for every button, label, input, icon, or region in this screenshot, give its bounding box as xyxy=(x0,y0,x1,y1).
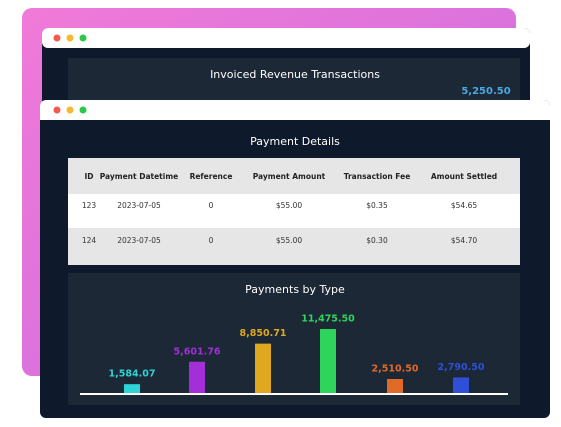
table-cell: $0.30 xyxy=(366,236,388,245)
chart-title: Payments by Type xyxy=(245,283,345,296)
column-header: Payment Datetime xyxy=(100,172,178,181)
column-header: Transaction Fee xyxy=(344,172,411,181)
front-window: Payment Details Payments by Type xyxy=(40,100,550,418)
column-header: Payment Amount xyxy=(253,172,326,181)
data-label: 2,510.50 xyxy=(372,363,419,374)
data-label: 5,601.76 xyxy=(174,346,221,357)
dot xyxy=(79,106,87,114)
data-label: 2,790.50 xyxy=(438,362,485,373)
table-cell: 124 xyxy=(82,236,97,245)
panel xyxy=(68,58,520,108)
column-header: Reference xyxy=(190,172,233,181)
data-label: 1,584.07 xyxy=(109,369,156,380)
title-bar xyxy=(42,28,530,48)
table-cell: 123 xyxy=(82,201,97,210)
table-row xyxy=(68,228,520,265)
table-cell: $0.35 xyxy=(366,201,388,210)
table-title: Payment Details xyxy=(250,135,340,148)
table-cell: 0 xyxy=(209,236,214,245)
panel-title: Invoiced Revenue Transactions xyxy=(210,68,380,81)
dot xyxy=(53,106,61,114)
table-cell: 0 xyxy=(209,201,214,210)
bar xyxy=(124,384,140,393)
bar xyxy=(255,343,271,393)
table-cell: 2023-07-05 xyxy=(117,201,161,210)
data-label: 11,475.50 xyxy=(301,314,355,325)
table-cell: 2023-07-05 xyxy=(117,236,161,245)
table-cell: $55.00 xyxy=(276,201,302,210)
value-label: 5,250.50 xyxy=(461,86,510,97)
column-header: Amount Settled xyxy=(431,172,497,181)
bar xyxy=(189,361,205,393)
bar xyxy=(387,378,403,393)
dot xyxy=(79,34,87,42)
dot xyxy=(66,34,74,42)
table-header xyxy=(68,158,520,194)
table-cell: $54.70 xyxy=(451,236,477,245)
dot xyxy=(66,106,74,114)
table-cell: $55.00 xyxy=(276,236,302,245)
dot xyxy=(53,34,61,42)
title-bar xyxy=(40,112,550,120)
column-header: ID xyxy=(84,172,93,181)
bar xyxy=(453,377,469,393)
bar xyxy=(320,329,336,393)
table-row xyxy=(68,194,520,228)
chart-panel xyxy=(68,273,520,405)
table-cell: $54.65 xyxy=(451,201,477,210)
data-label: 8,850.71 xyxy=(240,328,287,339)
